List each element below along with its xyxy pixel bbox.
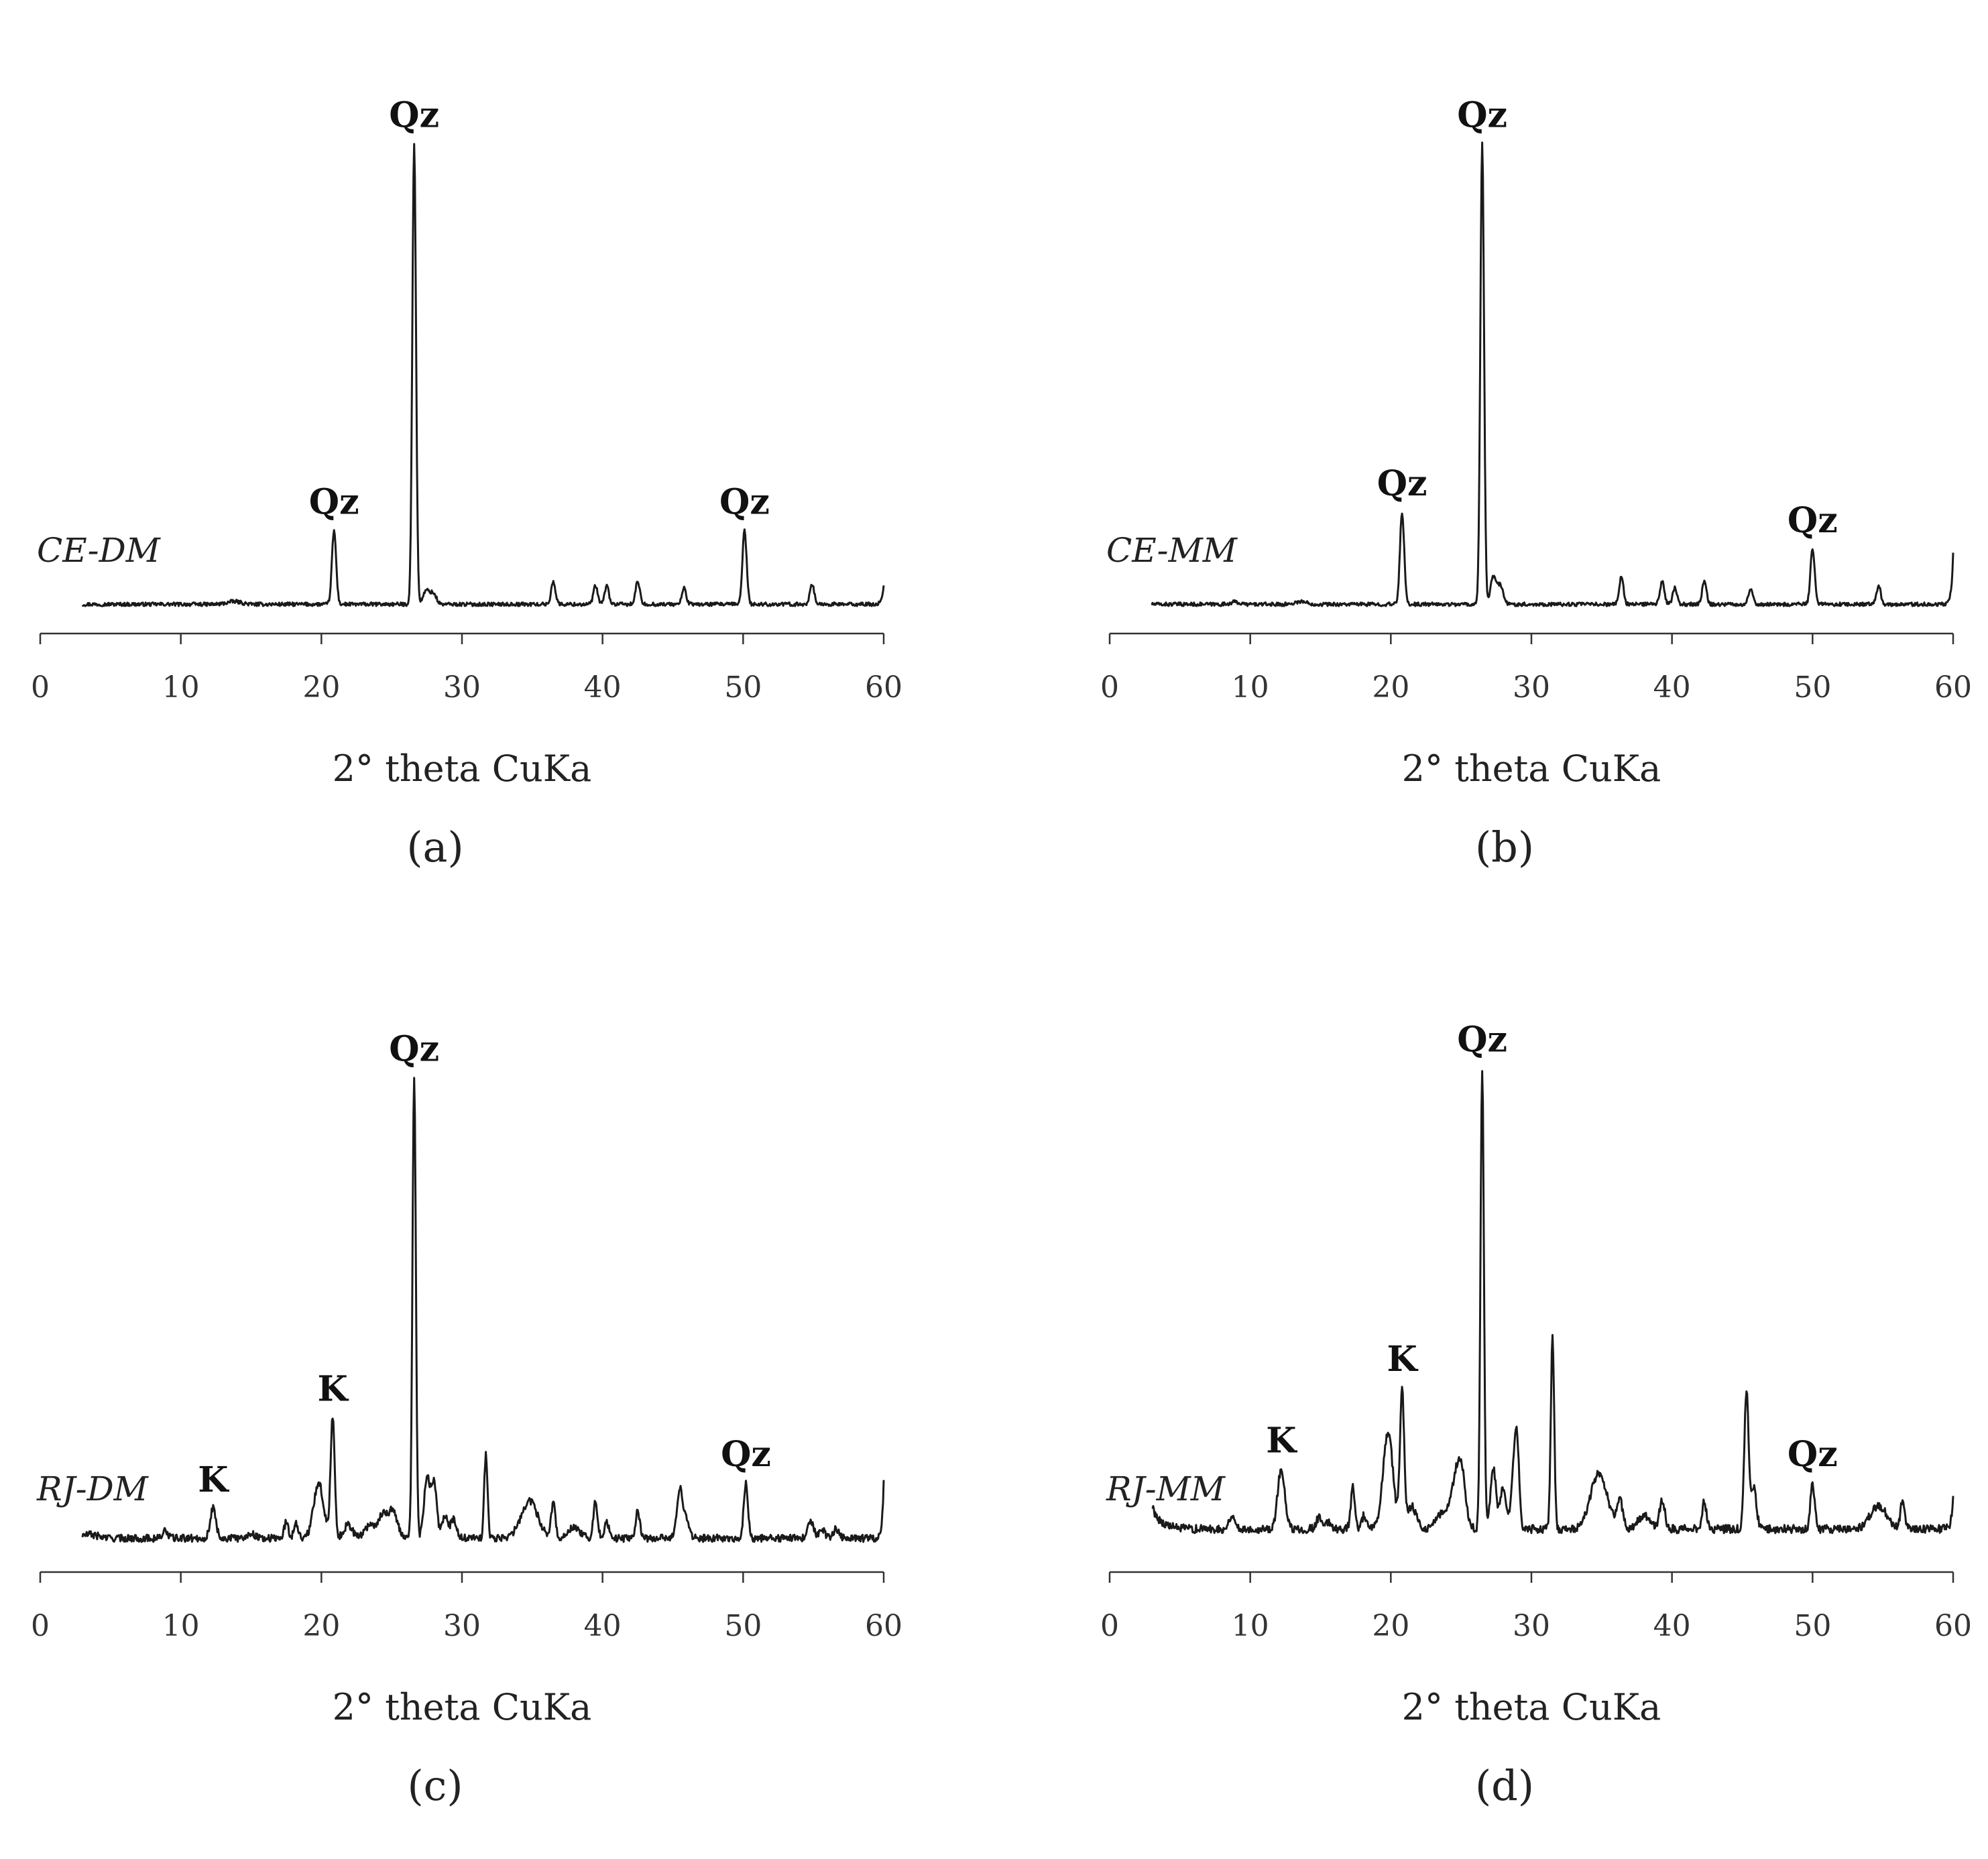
x-tick-label-b-3: 30	[1513, 670, 1550, 705]
panel-d: 0 10 20 30 40 50 60 K K Qz Qz RJ-MM 2° theta CuKa…	[1069, 939, 1988, 1830]
x-tick-label-a-6: 60	[865, 670, 902, 705]
chart-a: 0 10 20 30 40 50 60 Qz Qz Qz CE-DM 2° theta CuKa…	[31, 95, 902, 872]
x-tick-label-c-5: 50	[724, 1609, 762, 1643]
peak-label-d-1: K	[1387, 1339, 1419, 1380]
x-tick-label-d-3: 30	[1513, 1609, 1550, 1643]
chart-c: 0 10 20 30 40 50 60 K K Qz Qz RJ-DM 2° theta CuKa…	[31, 1029, 902, 1810]
x-tick-label-a-0: 0	[31, 670, 50, 705]
x-tick-label-d-5: 50	[1794, 1609, 1831, 1643]
xrd-trace-a	[81, 143, 885, 607]
peak-label-c-1: K	[318, 1368, 349, 1409]
sample-label-c: RJ-DM	[36, 1470, 150, 1508]
xrd-trace-d	[1151, 1070, 1954, 1535]
x-axis-label-b: 2° theta CuKa	[1402, 747, 1661, 790]
x-tick-label-d-4: 40	[1653, 1609, 1691, 1643]
panel-c: 0 10 20 30 40 50 60 K K Qz Qz RJ-DM 2° theta CuKa…	[0, 939, 966, 1830]
x-tick-label-d-2: 20	[1372, 1609, 1409, 1643]
peak-labels-a: Qz Qz Qz	[309, 95, 770, 522]
x-ticks-b: 0 10 20 30 40 50 60	[1100, 634, 1972, 705]
sample-label-d: RJ-MM	[1106, 1470, 1226, 1508]
x-ticks-a: 0 10 20 30 40 50 60	[31, 634, 902, 705]
peak-labels-c: K K Qz Qz	[198, 1029, 771, 1500]
xrd-trace-b	[1151, 141, 1954, 607]
x-tick-label-b-6: 60	[1934, 670, 1972, 705]
x-tick-label-c-3: 30	[443, 1609, 481, 1643]
x-tick-label-a-3: 30	[443, 670, 481, 705]
peak-label-c-0: K	[198, 1459, 229, 1500]
panel-b: 0 10 20 30 40 50 60 Qz Qz Qz CE-MM 2° theta CuKa…	[1069, 0, 1988, 892]
chart-b: 0 10 20 30 40 50 60 Qz Qz Qz CE-MM 2° theta CuKa…	[1100, 95, 1972, 872]
peak-labels-b: Qz Qz Qz	[1377, 95, 1838, 541]
x-axis-label-d: 2° theta CuKa	[1402, 1686, 1661, 1728]
x-tick-label-a-4: 40	[584, 670, 622, 705]
panel-label-b: (b)	[1475, 823, 1534, 872]
x-tick-label-a-1: 10	[162, 670, 200, 705]
panel-label-c: (c)	[407, 1761, 463, 1810]
peak-label-a-0: Qz	[309, 481, 359, 522]
x-tick-label-c-0: 0	[31, 1609, 50, 1643]
xrd-trace-c	[81, 1077, 885, 1543]
x-tick-label-b-4: 40	[1653, 670, 1691, 705]
peak-label-b-0: Qz	[1377, 463, 1427, 504]
x-tick-label-d-1: 10	[1232, 1609, 1269, 1643]
x-tick-label-c-2: 20	[302, 1609, 340, 1643]
peak-label-d-2: Qz	[1457, 1020, 1507, 1061]
x-tick-label-b-5: 50	[1794, 670, 1831, 705]
x-axis-label-a: 2° theta CuKa	[333, 747, 592, 790]
x-tick-label-d-0: 0	[1100, 1609, 1119, 1643]
peak-label-d-3: Qz	[1788, 1434, 1838, 1475]
x-tick-label-c-1: 10	[162, 1609, 200, 1643]
peak-label-b-2: Qz	[1788, 500, 1838, 541]
x-tick-label-d-6: 60	[1934, 1609, 1972, 1643]
panel-label-d: (d)	[1475, 1761, 1534, 1810]
x-axis-label-c: 2° theta CuKa	[333, 1686, 592, 1728]
x-tick-label-b-2: 20	[1372, 670, 1409, 705]
peak-labels-d: K K Qz Qz	[1266, 1020, 1838, 1475]
x-tick-label-a-2: 20	[302, 670, 340, 705]
x-tick-label-b-0: 0	[1100, 670, 1119, 705]
panel-label-a: (a)	[406, 823, 463, 872]
peak-label-b-1: Qz	[1457, 95, 1507, 135]
sample-label-b: CE-MM	[1106, 531, 1238, 570]
x-tick-label-b-1: 10	[1232, 670, 1269, 705]
x-tick-label-c-6: 60	[865, 1609, 902, 1643]
chart-d: 0 10 20 30 40 50 60 K K Qz Qz RJ-MM 2° theta CuKa…	[1100, 1020, 1972, 1810]
x-ticks-d: 0 10 20 30 40 50 60	[1100, 1572, 1972, 1643]
panel-a: 0 10 20 30 40 50 60 Qz Qz Qz CE-DM 2° theta CuKa…	[0, 0, 966, 892]
peak-label-c-2: Qz	[389, 1029, 439, 1070]
peak-label-a-2: Qz	[719, 481, 770, 522]
x-tick-label-c-4: 40	[584, 1609, 622, 1643]
peak-label-a-1: Qz	[389, 95, 439, 135]
peak-label-d-0: K	[1266, 1420, 1297, 1461]
x-ticks-c: 0 10 20 30 40 50 60	[31, 1572, 902, 1643]
peak-label-c-3: Qz	[721, 1434, 771, 1475]
sample-label-a: CE-DM	[37, 531, 162, 570]
x-tick-label-a-5: 50	[724, 670, 762, 705]
